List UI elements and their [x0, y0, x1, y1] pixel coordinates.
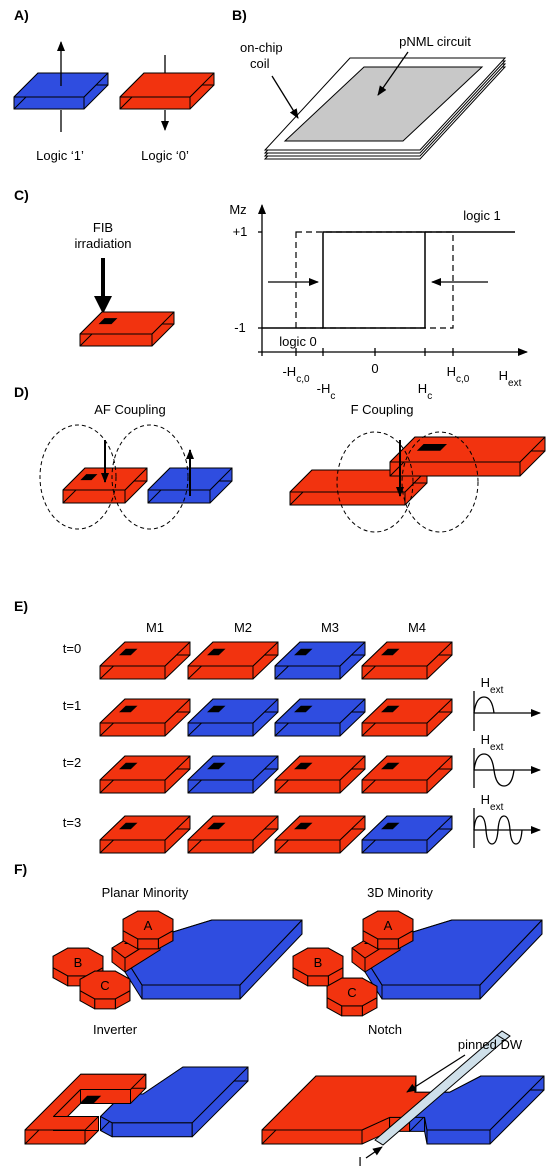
label: E)	[14, 598, 28, 614]
label: 3D Minority	[367, 885, 433, 900]
label-main: H	[481, 675, 490, 690]
label-sub: ext	[490, 802, 504, 813]
label: A	[384, 918, 393, 933]
label-main: H	[418, 381, 427, 396]
hysteresis-loop	[323, 232, 425, 328]
label: B	[74, 955, 83, 970]
label: F)	[14, 861, 27, 877]
field-waveform	[474, 697, 494, 713]
label: 0	[371, 361, 378, 376]
label-sub: ext	[508, 378, 522, 389]
input-side	[378, 939, 399, 949]
line	[272, 76, 298, 118]
label: pNML circuit	[399, 34, 471, 49]
label: Hext	[481, 792, 504, 813]
label-sub: ext	[490, 742, 504, 753]
input-side	[342, 1006, 363, 1016]
label: t=3	[63, 815, 81, 830]
label: Planar Minority	[102, 885, 189, 900]
label: t=1	[63, 698, 81, 713]
label-main: H	[499, 368, 508, 383]
label: C	[100, 978, 109, 993]
label: Logic ‘0’	[141, 148, 189, 163]
label: on-chip	[240, 40, 283, 55]
line	[366, 1147, 382, 1158]
label-main: H	[447, 364, 456, 379]
label: M3	[321, 620, 339, 635]
label: M4	[408, 620, 426, 635]
magnet-top	[390, 437, 545, 462]
label: Mz	[229, 202, 246, 217]
label: Hext	[481, 732, 504, 753]
label: Hext	[499, 368, 522, 389]
label: F Coupling	[351, 402, 414, 417]
label-sub: c,0	[456, 374, 470, 385]
inverter-output-side	[112, 1123, 192, 1137]
label: B)	[232, 7, 247, 23]
label-sub: c	[427, 391, 432, 402]
label-sub: c	[330, 391, 335, 402]
arrow-head	[94, 296, 112, 314]
output-side	[382, 985, 480, 999]
label-main: -H	[317, 381, 331, 396]
magnet-side	[390, 462, 520, 476]
output-side	[142, 985, 240, 999]
label: A	[144, 918, 153, 933]
label: AF Coupling	[94, 402, 166, 417]
input-side	[138, 939, 159, 949]
figure: A) Logic ‘1’ Logic ‘0’ B) on-chipcoil pNML ci…	[0, 0, 551, 1174]
notch-right-side	[427, 1130, 490, 1144]
notch-left-side	[262, 1130, 362, 1144]
hysteresis-loop	[296, 232, 453, 328]
label: coil	[250, 56, 270, 71]
label: -Hc,0	[282, 364, 309, 385]
label: A)	[14, 7, 29, 23]
label-main: H	[481, 732, 490, 747]
label: logic 0	[279, 334, 317, 349]
label: Logic ‘1’	[36, 148, 84, 163]
label: B	[314, 955, 323, 970]
label: D)	[14, 384, 29, 400]
label-main: -H	[282, 364, 296, 379]
label-sub: ext	[490, 685, 504, 696]
label: t=2	[63, 755, 81, 770]
label: -Hc	[317, 381, 336, 402]
label: -1	[234, 320, 246, 335]
label-main: 0	[371, 361, 378, 376]
input-side	[95, 999, 116, 1009]
label-main: H	[481, 792, 490, 807]
label: Notch	[368, 1022, 402, 1037]
label: C	[347, 985, 356, 1000]
label: M2	[234, 620, 252, 635]
label: M1	[146, 620, 164, 635]
magnet-side	[290, 492, 405, 505]
label: Inverter	[93, 1022, 138, 1037]
label: irradiation	[74, 236, 131, 251]
input-side	[308, 976, 329, 986]
label-sub: c,0	[296, 374, 310, 385]
label: Hext	[481, 675, 504, 696]
label: C)	[14, 187, 29, 203]
label: Hc,0	[447, 364, 470, 385]
label: pinned DW	[458, 1037, 523, 1052]
label: FIB	[93, 220, 113, 235]
label: t=0	[63, 641, 81, 656]
label: I	[358, 1154, 362, 1169]
label: +1	[233, 224, 248, 239]
label: logic 1	[463, 208, 501, 223]
label: Hc	[418, 381, 432, 402]
